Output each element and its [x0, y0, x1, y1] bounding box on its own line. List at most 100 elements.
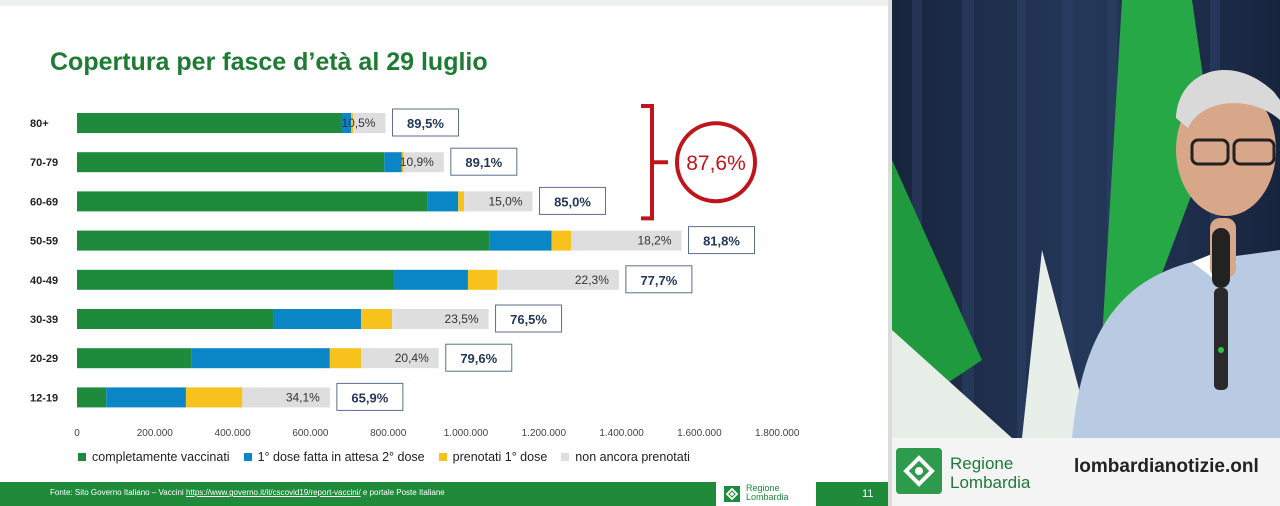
source-note: Fonte: Sito Governo Italiano – Vaccini h…	[50, 488, 445, 497]
bar-segment-3	[329, 348, 361, 369]
coverage-percent-label: 79,6%	[460, 351, 497, 366]
legend-label: prenotati 1° dose	[452, 450, 548, 464]
coverage-box	[688, 226, 756, 255]
x-tick-label: 0	[74, 428, 80, 439]
coverage-percent-label: 77,7%	[640, 273, 677, 288]
labels-layer: 80+ 10,5% 89,5% 70-79 10,9% 89,1% 60-69 15,0% 85…	[30, 108, 756, 411]
banner-logo-line2: Lombardia	[950, 473, 1031, 492]
coverage-box	[539, 186, 607, 215]
footer-logo: Regione Lombardia	[716, 482, 816, 506]
coverage-box	[495, 304, 563, 333]
x-tick-label: 400.000	[215, 428, 252, 439]
video-scene	[892, 0, 1280, 438]
bar-segment-4	[571, 230, 682, 251]
bar-segment-1	[77, 348, 192, 369]
category-label: 12-19	[30, 392, 58, 404]
bar-segment-1	[77, 269, 395, 290]
bar-segment-3	[401, 152, 404, 173]
bar-segment-4	[242, 387, 330, 408]
chart-legend: completamente vaccinati 1° dose fatta in …	[78, 450, 704, 464]
legend-label: 1° dose fatta in attesa 2° dose	[257, 450, 425, 464]
coverage-percent-label: 65,9%	[351, 390, 388, 405]
bar-segment-1	[77, 191, 428, 212]
category-label: 80+	[30, 118, 49, 130]
category-label: 60-69	[30, 196, 58, 208]
coverage-box	[445, 343, 513, 372]
bar-segment-2	[384, 152, 402, 173]
category-label: 20-29	[30, 353, 58, 365]
bar-segment-4	[497, 269, 619, 290]
bar-segment-3	[458, 191, 465, 212]
bar-segment-3	[185, 387, 243, 408]
remaining-percent-label: 23,5%	[445, 312, 479, 326]
coverage-percent-label: 81,8%	[703, 234, 740, 249]
remaining-percent-label: 22,3%	[575, 273, 609, 287]
slide-footer: Fonte: Sito Governo Italiano – Vaccini h…	[0, 482, 888, 506]
bars-layer	[77, 113, 682, 408]
x-tick-label: 1.600.000	[677, 428, 722, 439]
group-highlight: 87,6%	[641, 104, 757, 221]
legend-swatch	[78, 453, 86, 461]
panel-divider	[888, 0, 892, 506]
bar-segment-4	[403, 152, 444, 173]
remaining-percent-label: 18,2%	[637, 234, 671, 248]
bar-segment-2	[106, 387, 186, 408]
coverage-bar-chart: 80+ 10,5% 89,5% 70-79 10,9% 89,1% 60-69 15,0% 85…	[30, 104, 800, 439]
group-coverage-label: 87,6%	[686, 152, 746, 175]
page-number: 11	[862, 488, 874, 500]
regione-lombardia-icon	[896, 448, 942, 494]
remaining-percent-label: 20,4%	[395, 351, 429, 365]
legend-label: non ancora prenotati	[575, 450, 690, 464]
bar-segment-2	[427, 191, 459, 212]
legend-item-3: prenotati 1° dose	[438, 450, 548, 464]
x-tick-label: 800.000	[370, 428, 407, 439]
x-tick-label: 1.200.000	[522, 428, 567, 439]
legend-swatch	[243, 453, 252, 461]
coverage-box	[391, 108, 459, 137]
slide-panel: Copertura per fasce d’età al 29 luglio 8…	[0, 0, 888, 506]
x-tick-label: 1.400.000	[599, 428, 644, 439]
bar-segment-4	[464, 191, 533, 212]
bar-segment-2	[394, 269, 468, 290]
x-tick-label: 1.000.000	[444, 428, 489, 439]
slide-top-strip	[0, 0, 888, 6]
x-tick-label: 200.000	[137, 428, 174, 439]
coverage-percent-label: 89,5%	[407, 116, 444, 131]
source-link[interactable]: https://www.governo.it/it/cscovid19/repo…	[185, 488, 361, 497]
bar-segment-1	[77, 113, 342, 133]
coverage-percent-label: 89,1%	[465, 155, 502, 170]
legend-item-2: 1° dose fatta in attesa 2° dose	[243, 450, 425, 464]
footer-logo-line2: Lombardia	[746, 492, 789, 502]
bar-segment-2	[273, 309, 361, 329]
banner-logo-text: Regione Lombardia	[950, 454, 1030, 492]
banner-logo-line1: Regione	[950, 454, 1014, 473]
bar-segment-1	[77, 309, 274, 329]
coverage-percent-label: 76,5%	[510, 312, 547, 327]
bar-segment-2	[489, 230, 552, 251]
legend-label: completamente vaccinati	[92, 450, 230, 464]
speaker-video: Regione Lombardia lombardianotizie.onl	[892, 0, 1280, 506]
remaining-percent-label: 10,5%	[341, 116, 375, 130]
bar-segment-4	[353, 113, 386, 133]
footer-logo-text: Regione Lombardia	[746, 484, 789, 502]
group-bracket	[641, 104, 668, 221]
bar-segment-3	[467, 269, 498, 290]
source-suffix: e portale Poste Italiane	[360, 488, 445, 497]
slide-title: Copertura per fasce d’età al 29 luglio	[50, 48, 488, 76]
regione-logo-icon	[724, 486, 740, 502]
banner-website: lombardianotizie.onl	[1074, 456, 1259, 477]
category-label: 70-79	[30, 157, 58, 169]
bar-segment-2	[191, 348, 330, 369]
remaining-percent-label: 15,0%	[488, 194, 522, 208]
legend-item-4: non ancora prenotati	[561, 450, 690, 464]
legend-swatch	[438, 453, 447, 461]
source-prefix: Fonte: Sito Governo Italiano – Vaccini	[50, 488, 186, 497]
legend-swatch	[561, 453, 570, 461]
bar-segment-1	[77, 387, 107, 408]
bar-segment-2	[341, 113, 352, 133]
bar-segment-3	[551, 230, 572, 251]
x-axis: 0 200.000 400.000 600.000 800.000 1.000.000 1.…	[74, 428, 800, 439]
x-tick-label: 1.800.000	[755, 428, 800, 439]
remaining-percent-label: 34,1%	[286, 390, 320, 404]
coverage-box	[625, 265, 693, 294]
